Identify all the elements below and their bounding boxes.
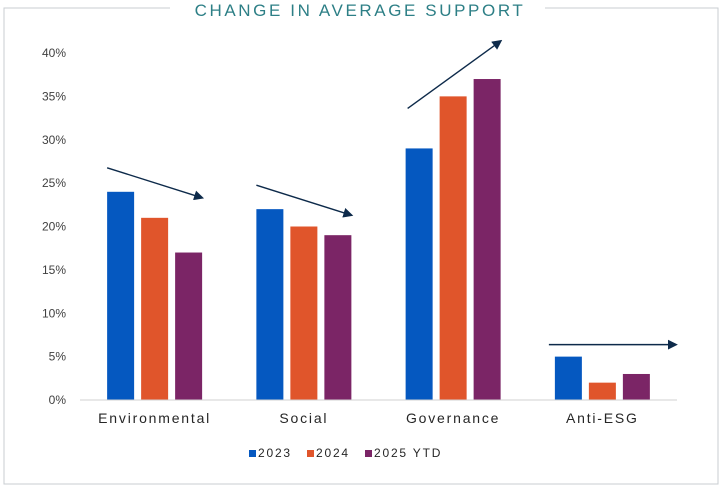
y-tick-label: 0% (49, 393, 67, 407)
bar-anti-esg-2024 (588, 382, 616, 400)
bar-anti-esg-2023 (554, 356, 582, 400)
bar-environmental-2023 (107, 191, 135, 400)
bar-social-2025-ytd (324, 235, 352, 400)
legend-swatch (249, 450, 256, 457)
trend-arrow-down (106, 167, 205, 201)
bar-anti-esg-2025-ytd (622, 373, 650, 400)
bar-governance-2024 (439, 96, 467, 400)
y-tick-label: 15% (42, 263, 66, 277)
trend-arrow-up (407, 39, 503, 109)
chart-frame (3, 7, 719, 485)
legend-swatch (307, 450, 314, 457)
chart-title: CHANGE IN AVERAGE SUPPORT (195, 1, 526, 20)
x-tick-label: Anti-ESG (566, 410, 639, 426)
bars (107, 79, 650, 401)
trend-arrow-down (256, 184, 354, 218)
legend: 2023 2024 2025 YTD (249, 446, 442, 460)
y-tick-label: 5% (49, 350, 67, 364)
legend-swatch (365, 450, 372, 457)
x-tick-label: Governance (406, 410, 500, 426)
y-axis: 0% 5% 10% 15% 20% 25% 30% 35% 40% (42, 46, 66, 407)
bar-governance-2023 (405, 148, 433, 400)
legend-label: 2024 (316, 446, 350, 460)
bar-social-2024 (290, 226, 318, 400)
y-tick-label: 20% (42, 220, 66, 234)
y-tick-label: 40% (42, 46, 66, 60)
y-tick-label: 35% (42, 89, 66, 103)
x-tick-label: Social (279, 410, 328, 426)
legend-label: 2025 YTD (374, 446, 442, 460)
bar-governance-2025-ytd (473, 79, 501, 401)
y-tick-label: 25% (42, 176, 66, 190)
y-tick-label: 10% (42, 306, 66, 320)
y-tick-label: 30% (42, 133, 66, 147)
bar-social-2023 (256, 209, 284, 400)
bar-environmental-2024 (141, 217, 169, 400)
bar-environmental-2025-ytd (175, 252, 203, 400)
x-axis: Environmental Social Governance Anti-ESG (80, 399, 677, 426)
legend-label: 2023 (258, 446, 292, 460)
trend-arrows (106, 39, 678, 350)
x-tick-label: Environmental (98, 410, 211, 426)
